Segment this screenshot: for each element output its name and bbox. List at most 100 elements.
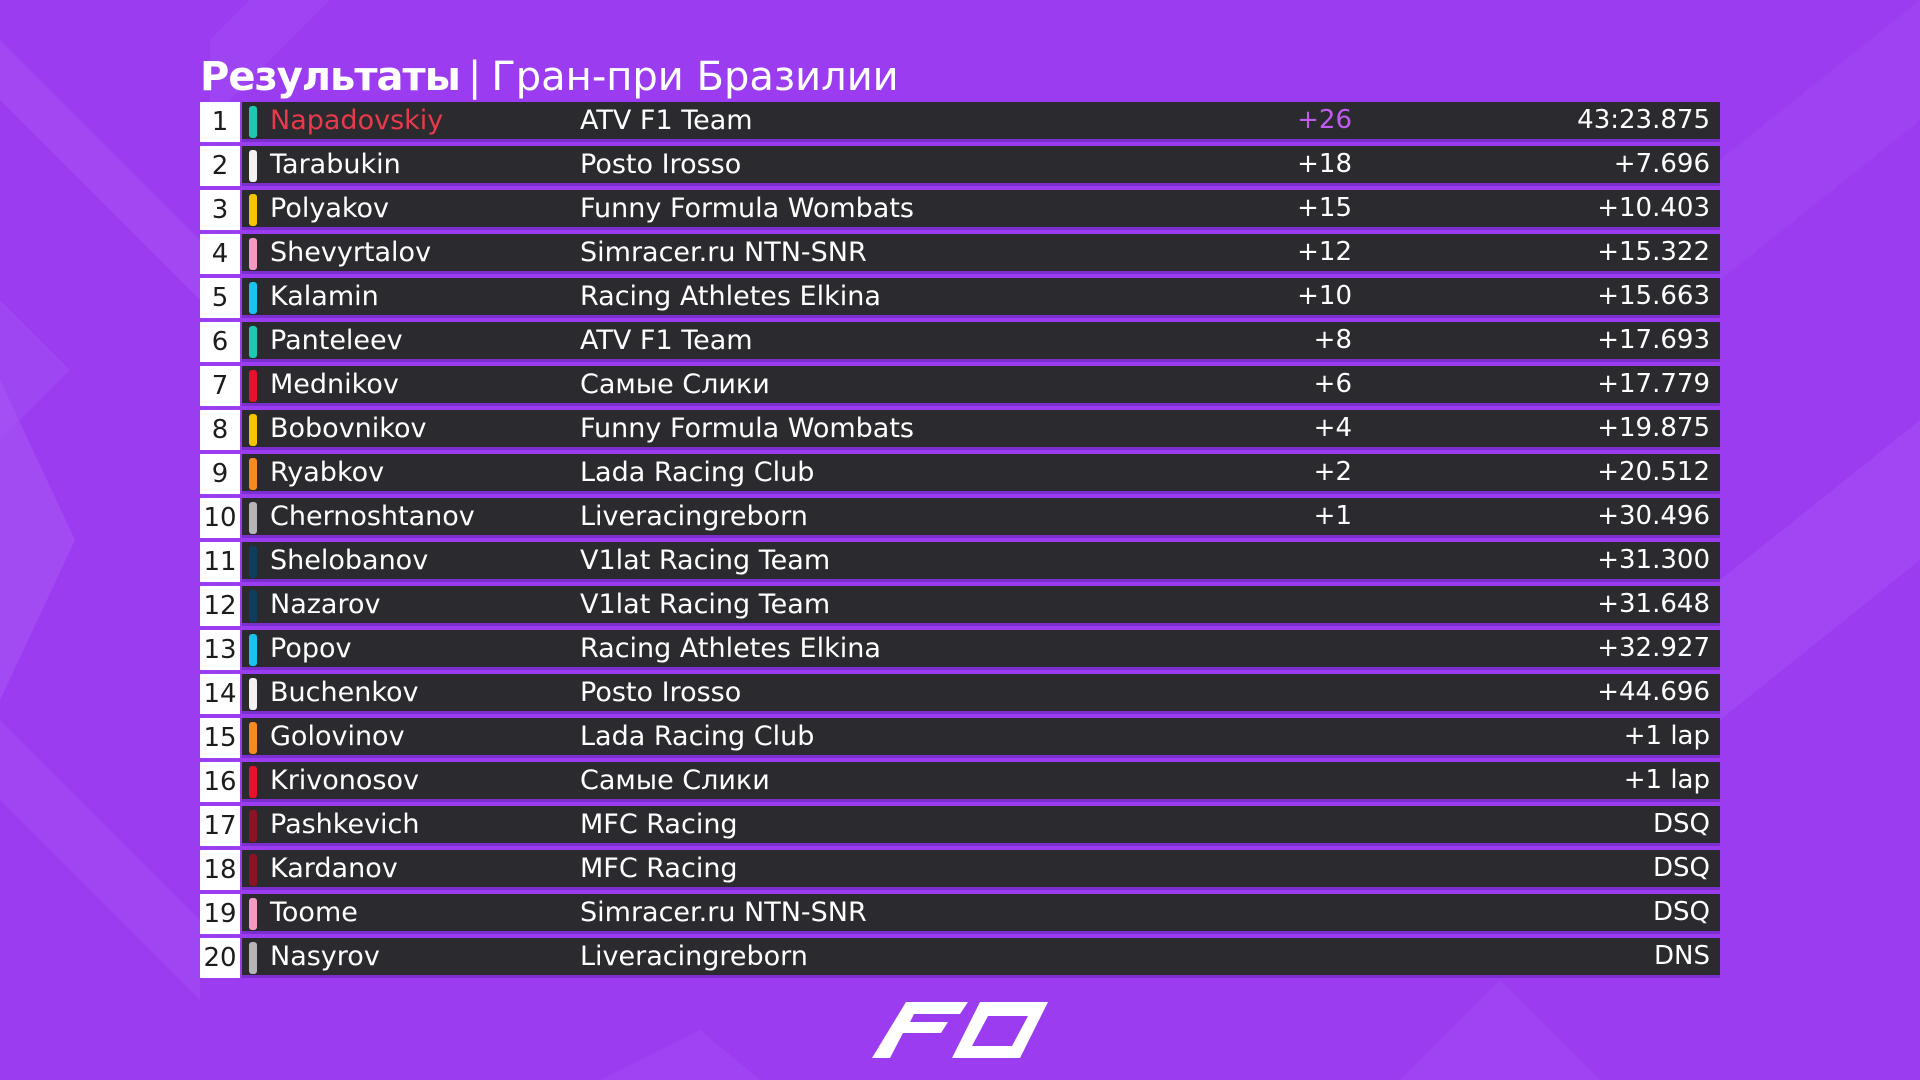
race-time: +17.779 (1597, 369, 1710, 399)
table-row: 9 Ryabkov Lada Racing Club +2 +20.512 (200, 454, 1720, 494)
driver-name: Mednikov (270, 369, 399, 400)
driver-name: Pashkevich (270, 809, 420, 840)
driver-name: Nazarov (270, 589, 381, 620)
team-name: Самые Слики (580, 369, 770, 400)
result-bar: Toome Simracer.ru NTN-SNR DSQ (242, 894, 1720, 934)
race-time: +15.663 (1597, 281, 1710, 311)
race-time: DNS (1654, 941, 1710, 971)
team-color-stripe (249, 106, 257, 138)
result-bar: Shelobanov V1lat Racing Team +31.300 (242, 542, 1720, 582)
team-color-stripe (249, 326, 257, 358)
result-bar: Polyakov Funny Formula Wombats +15 +10.403 (242, 190, 1720, 230)
result-bar: Napadovskiy ATV F1 Team +26 43:23.875 (242, 102, 1720, 142)
team-name: ATV F1 Team (580, 325, 753, 356)
position-number: 16 (200, 762, 240, 802)
result-bar: Nasyrov Liveracingreborn DNS (242, 938, 1720, 978)
driver-name: Krivonosov (270, 765, 420, 796)
team-color-stripe (249, 282, 257, 314)
position-number: 9 (200, 454, 240, 494)
position-number: 2 (200, 146, 240, 186)
result-bar: Mednikov Самые Слики +6 +17.779 (242, 366, 1720, 406)
team-name: Liveracingreborn (580, 501, 808, 532)
race-time: +31.648 (1597, 589, 1710, 619)
team-name: Funny Formula Wombats (580, 413, 914, 444)
driver-name: Golovinov (270, 721, 405, 752)
position-number: 15 (200, 718, 240, 758)
position-number: 3 (200, 190, 240, 230)
race-time: +44.696 (1597, 677, 1710, 707)
table-row: 8 Bobovnikov Funny Formula Wombats +4 +19.87… (200, 410, 1720, 450)
result-bar: Popov Racing Athletes Elkina +32.927 (242, 630, 1720, 670)
team-name: Racing Athletes Elkina (580, 633, 881, 664)
position-number: 11 (200, 542, 240, 582)
table-row: 17 Pashkevich MFC Racing DSQ (200, 806, 1720, 846)
position-number: 6 (200, 322, 240, 362)
team-color-stripe (249, 898, 257, 930)
team-name: Liveracingreborn (580, 941, 808, 972)
points-gained: +15 (1297, 193, 1352, 223)
race-time: +19.875 (1597, 413, 1710, 443)
race-time: +1 lap (1623, 721, 1710, 751)
team-color-stripe (249, 634, 257, 666)
team-color-stripe (249, 678, 257, 710)
position-number: 18 (200, 850, 240, 890)
result-bar: Bobovnikov Funny Formula Wombats +4 +19.875 (242, 410, 1720, 450)
driver-name: Shelobanov (270, 545, 429, 576)
result-bar: Golovinov Lada Racing Club +1 lap (242, 718, 1720, 758)
driver-name: Tarabukin (270, 149, 401, 180)
position-number: 12 (200, 586, 240, 626)
result-bar: Nazarov V1lat Racing Team +31.648 (242, 586, 1720, 626)
driver-name: Polyakov (270, 193, 390, 224)
points-gained: +2 (1313, 457, 1352, 487)
points-gained: +6 (1313, 369, 1352, 399)
driver-name: Buchenkov (270, 677, 419, 708)
race-time: +32.927 (1597, 633, 1710, 663)
f0-logo-icon (872, 1002, 1048, 1058)
team-color-stripe (249, 458, 257, 490)
race-time: +10.403 (1597, 193, 1710, 223)
table-row: 10 Chernoshtanov Liveracingreborn +1 +30.496 (200, 498, 1720, 538)
position-number: 17 (200, 806, 240, 846)
team-name: Posto Irosso (580, 677, 742, 708)
team-color-stripe (249, 590, 257, 622)
table-row: 19 Toome Simracer.ru NTN-SNR DSQ (200, 894, 1720, 934)
team-name: Posto Irosso (580, 149, 742, 180)
race-time: +31.300 (1597, 545, 1710, 575)
results-table: 1 Napadovskiy ATV F1 Team +26 43:23.875 2 Tara… (200, 102, 1720, 982)
points-gained: +26 (1297, 105, 1352, 135)
team-name: Simracer.ru NTN-SNR (580, 897, 867, 928)
result-bar: Pashkevich MFC Racing DSQ (242, 806, 1720, 846)
position-number: 14 (200, 674, 240, 714)
race-name: Гран-при Бразилии (491, 54, 899, 100)
result-bar: Krivonosov Самые Слики +1 lap (242, 762, 1720, 802)
team-color-stripe (249, 370, 257, 402)
team-name: V1lat Racing Team (580, 545, 831, 576)
table-row: 18 Kardanov MFC Racing DSQ (200, 850, 1720, 890)
position-number: 8 (200, 410, 240, 450)
team-name: Lada Racing Club (580, 721, 815, 752)
team-color-stripe (249, 150, 257, 182)
result-bar: Shevyrtalov Simracer.ru NTN-SNR +12 +15.322 (242, 234, 1720, 274)
result-bar: Ryabkov Lada Racing Club +2 +20.512 (242, 454, 1720, 494)
table-row: 16 Krivonosov Самые Слики +1 lap (200, 762, 1720, 802)
race-time: +7.696 (1613, 149, 1710, 179)
points-gained: +10 (1297, 281, 1352, 311)
team-color-stripe (249, 414, 257, 446)
team-name: V1lat Racing Team (580, 589, 831, 620)
team-color-stripe (249, 238, 257, 270)
table-row: 14 Buchenkov Posto Irosso +44.696 (200, 674, 1720, 714)
driver-name: Kardanov (270, 853, 398, 884)
race-time: +17.693 (1597, 325, 1710, 355)
points-gained: +12 (1297, 237, 1352, 267)
position-number: 13 (200, 630, 240, 670)
table-row: 11 Shelobanov V1lat Racing Team +31.300 (200, 542, 1720, 582)
driver-name: Napadovskiy (270, 105, 444, 136)
race-time: +15.322 (1597, 237, 1710, 267)
team-color-stripe (249, 546, 257, 578)
race-time: +30.496 (1597, 501, 1710, 531)
team-name: MFC Racing (580, 853, 738, 884)
position-number: 5 (200, 278, 240, 318)
points-gained: +18 (1297, 149, 1352, 179)
team-color-stripe (249, 942, 257, 974)
team-name: Racing Athletes Elkina (580, 281, 881, 312)
